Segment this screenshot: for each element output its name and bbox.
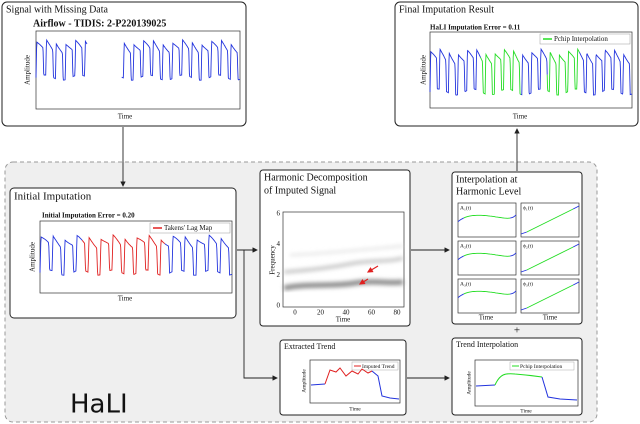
component-curve — [457, 293, 465, 299]
legend-label: Pchip Interpolation — [520, 364, 563, 370]
trend-line — [310, 383, 326, 386]
component-curve — [526, 246, 574, 271]
y-tick-label: 0 — [277, 302, 281, 310]
plot-title: Airflow - TIDIS: 2-P220139025 — [33, 18, 166, 29]
x-label: Time — [336, 316, 351, 324]
y-label: Amplitude — [466, 371, 472, 395]
component-curve — [520, 269, 527, 273]
component-curve — [520, 231, 527, 235]
component-curve — [510, 214, 517, 219]
component-curve — [510, 290, 517, 295]
component-curve — [457, 255, 465, 261]
x-tick-label: 40 — [343, 309, 351, 317]
waveform — [164, 234, 233, 276]
x-label: Time — [118, 295, 133, 303]
component-curve — [520, 307, 527, 311]
y-tick-label: 2 — [277, 271, 281, 279]
subplot-frame — [457, 278, 517, 314]
plot-title: HaLI Imputation Error = 0.11 — [430, 24, 521, 32]
x-label: Time — [543, 314, 558, 322]
subplot-label: A₁(t) — [460, 204, 471, 211]
trend-line — [371, 370, 400, 400]
interp-panel: Interpolation at Harmonic Level Time Tim… — [451, 171, 583, 325]
trend-line — [494, 373, 543, 386]
legend-label: Pchip Interpolation — [554, 35, 608, 43]
x-tick-label: 80 — [394, 309, 402, 317]
subplot-label: A₃(t) — [460, 280, 471, 287]
waveform — [81, 233, 166, 276]
subplot-frame — [457, 240, 517, 276]
y-label: Amplitude — [24, 55, 32, 85]
panel-title: Final Imputation Result — [399, 4, 494, 15]
component-curve — [572, 243, 580, 248]
panel-title: Initial Imputation — [14, 191, 92, 203]
component-curve — [510, 252, 517, 257]
waveform — [39, 234, 83, 276]
panel-title: Interpolation at — [456, 174, 518, 185]
panel-title: Signal with Missing Data — [6, 4, 109, 15]
panel-title: Harmonic Decomposition — [264, 172, 368, 183]
waveform — [480, 48, 522, 96]
panel-title: Extracted Trend — [284, 342, 335, 351]
component-curve — [526, 208, 574, 233]
component-curve — [463, 252, 511, 257]
y-tick-label: 6 — [277, 210, 281, 218]
trend-line — [324, 367, 373, 385]
y-label: Amplitude — [420, 55, 428, 85]
component-curve — [457, 217, 465, 223]
plus-sign: + — [514, 325, 520, 337]
hali-label: HaLI — [70, 390, 128, 420]
component-curve — [463, 214, 511, 219]
waveform — [546, 47, 580, 96]
waveform — [579, 48, 633, 96]
trend-interp-panel: Trend Interpolation Pchip Interpolation … — [451, 337, 583, 416]
y-label: Frequency — [269, 245, 277, 275]
x-tick-label: 60 — [368, 309, 376, 317]
x-label: Time — [479, 314, 494, 322]
x-tick-label: 20 — [317, 309, 325, 317]
subplot-label: ϕ₁(t) — [523, 204, 533, 211]
subplot-frame — [520, 278, 580, 314]
component-curve — [463, 290, 511, 295]
harmonic-panel: Harmonic Decomposition of Imputed Signal… — [259, 169, 411, 327]
trend-line — [475, 384, 496, 387]
trend-line — [541, 376, 578, 401]
legend-label: Imputed Trend — [362, 364, 395, 370]
y-label: Amplitude — [301, 369, 307, 393]
trend-panel: Extracted Trend Imputed Trend Amplitude … — [279, 339, 407, 416]
waveform — [520, 47, 548, 96]
component-curve — [572, 205, 580, 210]
panel-title: Harmonic Level — [456, 186, 521, 197]
x-label: Time — [349, 406, 361, 412]
waveform — [121, 38, 241, 81]
component-curve — [572, 281, 580, 286]
spectrogram — [283, 245, 404, 291]
subplot-label: ϕ₂(t) — [523, 242, 533, 249]
plot-title: Initial Imputation Error = 0.20 — [42, 212, 135, 220]
arrows — [120, 127, 520, 381]
subplot-label: A₂(t) — [460, 242, 471, 249]
x-tick-label: 0 — [293, 309, 297, 317]
x-label: Time — [520, 408, 532, 414]
waveform — [429, 47, 481, 96]
waveform — [35, 38, 88, 81]
y-tick-label: 4 — [277, 240, 281, 248]
final-panel: Final Imputation Result HaLI Imputation … — [394, 1, 639, 127]
x-label: Time — [118, 113, 133, 121]
x-label: Time — [513, 113, 528, 121]
initial-panel: Initial Imputation Initial Imputation Er… — [9, 187, 237, 319]
component-curve — [526, 284, 574, 309]
panel-title: of Imputed Signal — [264, 185, 336, 196]
legend-label: Takens' Lag Map — [164, 224, 213, 232]
subplot-frame — [457, 202, 517, 238]
y-label: Amplitude — [29, 242, 37, 272]
subplot-label: ϕ₃(t) — [523, 280, 533, 287]
panel-title: Trend Interpolation — [456, 340, 518, 349]
